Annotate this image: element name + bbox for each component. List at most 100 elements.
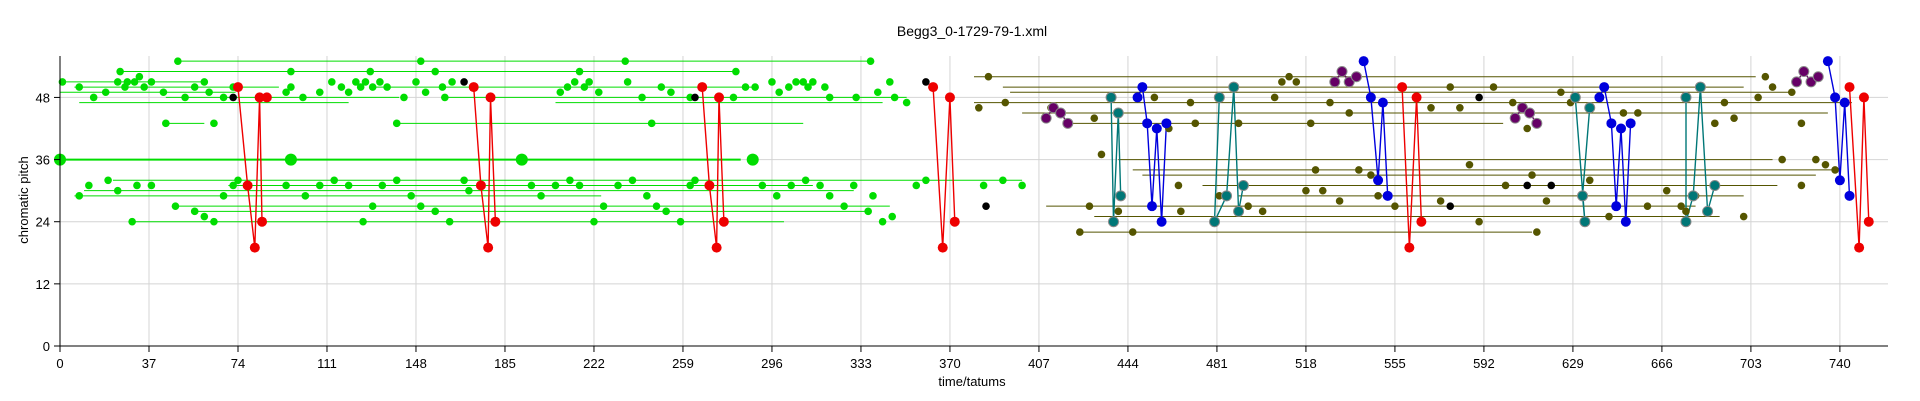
note-point-olive	[1335, 197, 1344, 205]
note-point-red	[711, 242, 722, 253]
note-point-teal	[1105, 91, 1117, 103]
note-point-green	[460, 176, 468, 185]
note-point-green	[301, 192, 310, 200]
note-point-green	[200, 78, 209, 86]
note-point-green	[741, 83, 750, 91]
note-point-green	[368, 83, 377, 91]
note-point-olive	[1391, 202, 1399, 210]
note-point-green	[570, 78, 579, 86]
melody-path-teal	[1685, 87, 1716, 222]
note-point-olive	[1446, 83, 1455, 91]
note-point-olive	[1311, 166, 1320, 174]
note-point-green	[566, 176, 574, 185]
note-point-olive	[1355, 166, 1363, 174]
note-point-black	[982, 202, 990, 210]
note-point-green	[287, 83, 295, 91]
note-point-olive	[1768, 83, 1777, 91]
note-point-olive	[1812, 155, 1820, 164]
note-point-green	[299, 93, 307, 102]
x-tick-label: 407	[1028, 356, 1050, 371]
axes: 0 37 74 111 148 185 222 259 296 333 370 407 444 481 51…	[36, 56, 1888, 371]
note-point-green	[438, 83, 447, 91]
note-point-blue	[1161, 118, 1172, 129]
note-point-olive	[1234, 119, 1243, 128]
note-point-green	[527, 181, 536, 190]
note-point-olive	[1557, 88, 1565, 97]
note-point-green	[922, 176, 930, 185]
note-point-green	[219, 192, 228, 200]
note-point-red	[257, 216, 268, 227]
note-point-olive	[1085, 202, 1094, 210]
note-point-green	[315, 181, 324, 190]
note-point-green	[85, 181, 93, 190]
note-point-olive	[1677, 202, 1685, 210]
note-point-olive	[1501, 181, 1510, 190]
note-point-blue	[1620, 216, 1631, 227]
note-point-teal	[1584, 102, 1596, 114]
note-point-blue	[1616, 123, 1627, 134]
note-point-green	[691, 176, 699, 185]
note-point-teal	[1112, 107, 1124, 119]
note-point-green	[181, 93, 189, 102]
note-point-red	[1416, 216, 1427, 227]
melody-path-teal	[1213, 87, 1245, 222]
note-point-purple	[1329, 76, 1341, 88]
grid	[59, 56, 1888, 347]
note-point-green	[852, 93, 860, 102]
note-point-green	[140, 83, 148, 91]
note-point-black	[1446, 202, 1455, 210]
note-point-olive	[1302, 186, 1310, 195]
note-point-green	[416, 202, 425, 210]
note-point-teal	[1115, 190, 1127, 202]
note-point-teal	[1702, 205, 1714, 217]
note-point-olive	[1456, 103, 1464, 112]
x-tick-label: 185	[494, 356, 516, 371]
note-point-green	[585, 78, 593, 86]
note-point-green	[337, 83, 346, 91]
note-point-red	[468, 82, 479, 93]
note-point-green	[190, 83, 199, 91]
note-points	[54, 56, 1874, 253]
note-point-green	[537, 192, 545, 200]
note-point-green	[888, 212, 897, 221]
note-point-green	[210, 217, 218, 226]
note-point-olive	[1475, 217, 1483, 226]
note-point-green	[448, 78, 456, 86]
note-point-olive	[1542, 197, 1551, 205]
note-point-green	[784, 83, 793, 91]
note-point-green	[174, 57, 182, 65]
x-tick-label: 555	[1384, 356, 1406, 371]
note-point-teal	[1221, 190, 1233, 202]
note-point-green	[445, 217, 454, 226]
note-point-black	[922, 78, 930, 86]
note-point-green	[623, 78, 632, 86]
note-point-olive	[1754, 93, 1762, 102]
melody-path-teal	[1574, 97, 1591, 222]
note-point-olive	[1285, 72, 1293, 81]
note-point-green	[58, 78, 67, 86]
note-point-blue	[1365, 92, 1376, 103]
note-point-green	[825, 93, 834, 102]
note-point-purple	[1812, 71, 1824, 83]
note-point-green	[205, 88, 213, 97]
note-point-green	[575, 181, 584, 190]
note-point-green	[594, 88, 603, 97]
x-tick-label: 370	[939, 356, 961, 371]
note-point-green	[657, 83, 666, 91]
note-point-blue	[1822, 56, 1833, 67]
note-point-olive	[1215, 192, 1224, 200]
note-point-green	[190, 207, 199, 216]
note-point-blue	[1132, 92, 1143, 103]
note-point-green	[210, 119, 218, 128]
note-point-green	[912, 181, 921, 190]
note-point-teal	[1694, 81, 1706, 93]
note-point-green	[551, 181, 560, 190]
note-point-teal	[1709, 179, 1721, 191]
note-point-green	[825, 192, 834, 200]
note-point-olive	[1244, 202, 1252, 210]
note-point-green	[821, 83, 829, 91]
note-point-purple	[1509, 112, 1521, 124]
note-point-green	[873, 88, 882, 97]
note-point-olive	[1797, 181, 1806, 190]
note-point-green	[628, 176, 637, 185]
